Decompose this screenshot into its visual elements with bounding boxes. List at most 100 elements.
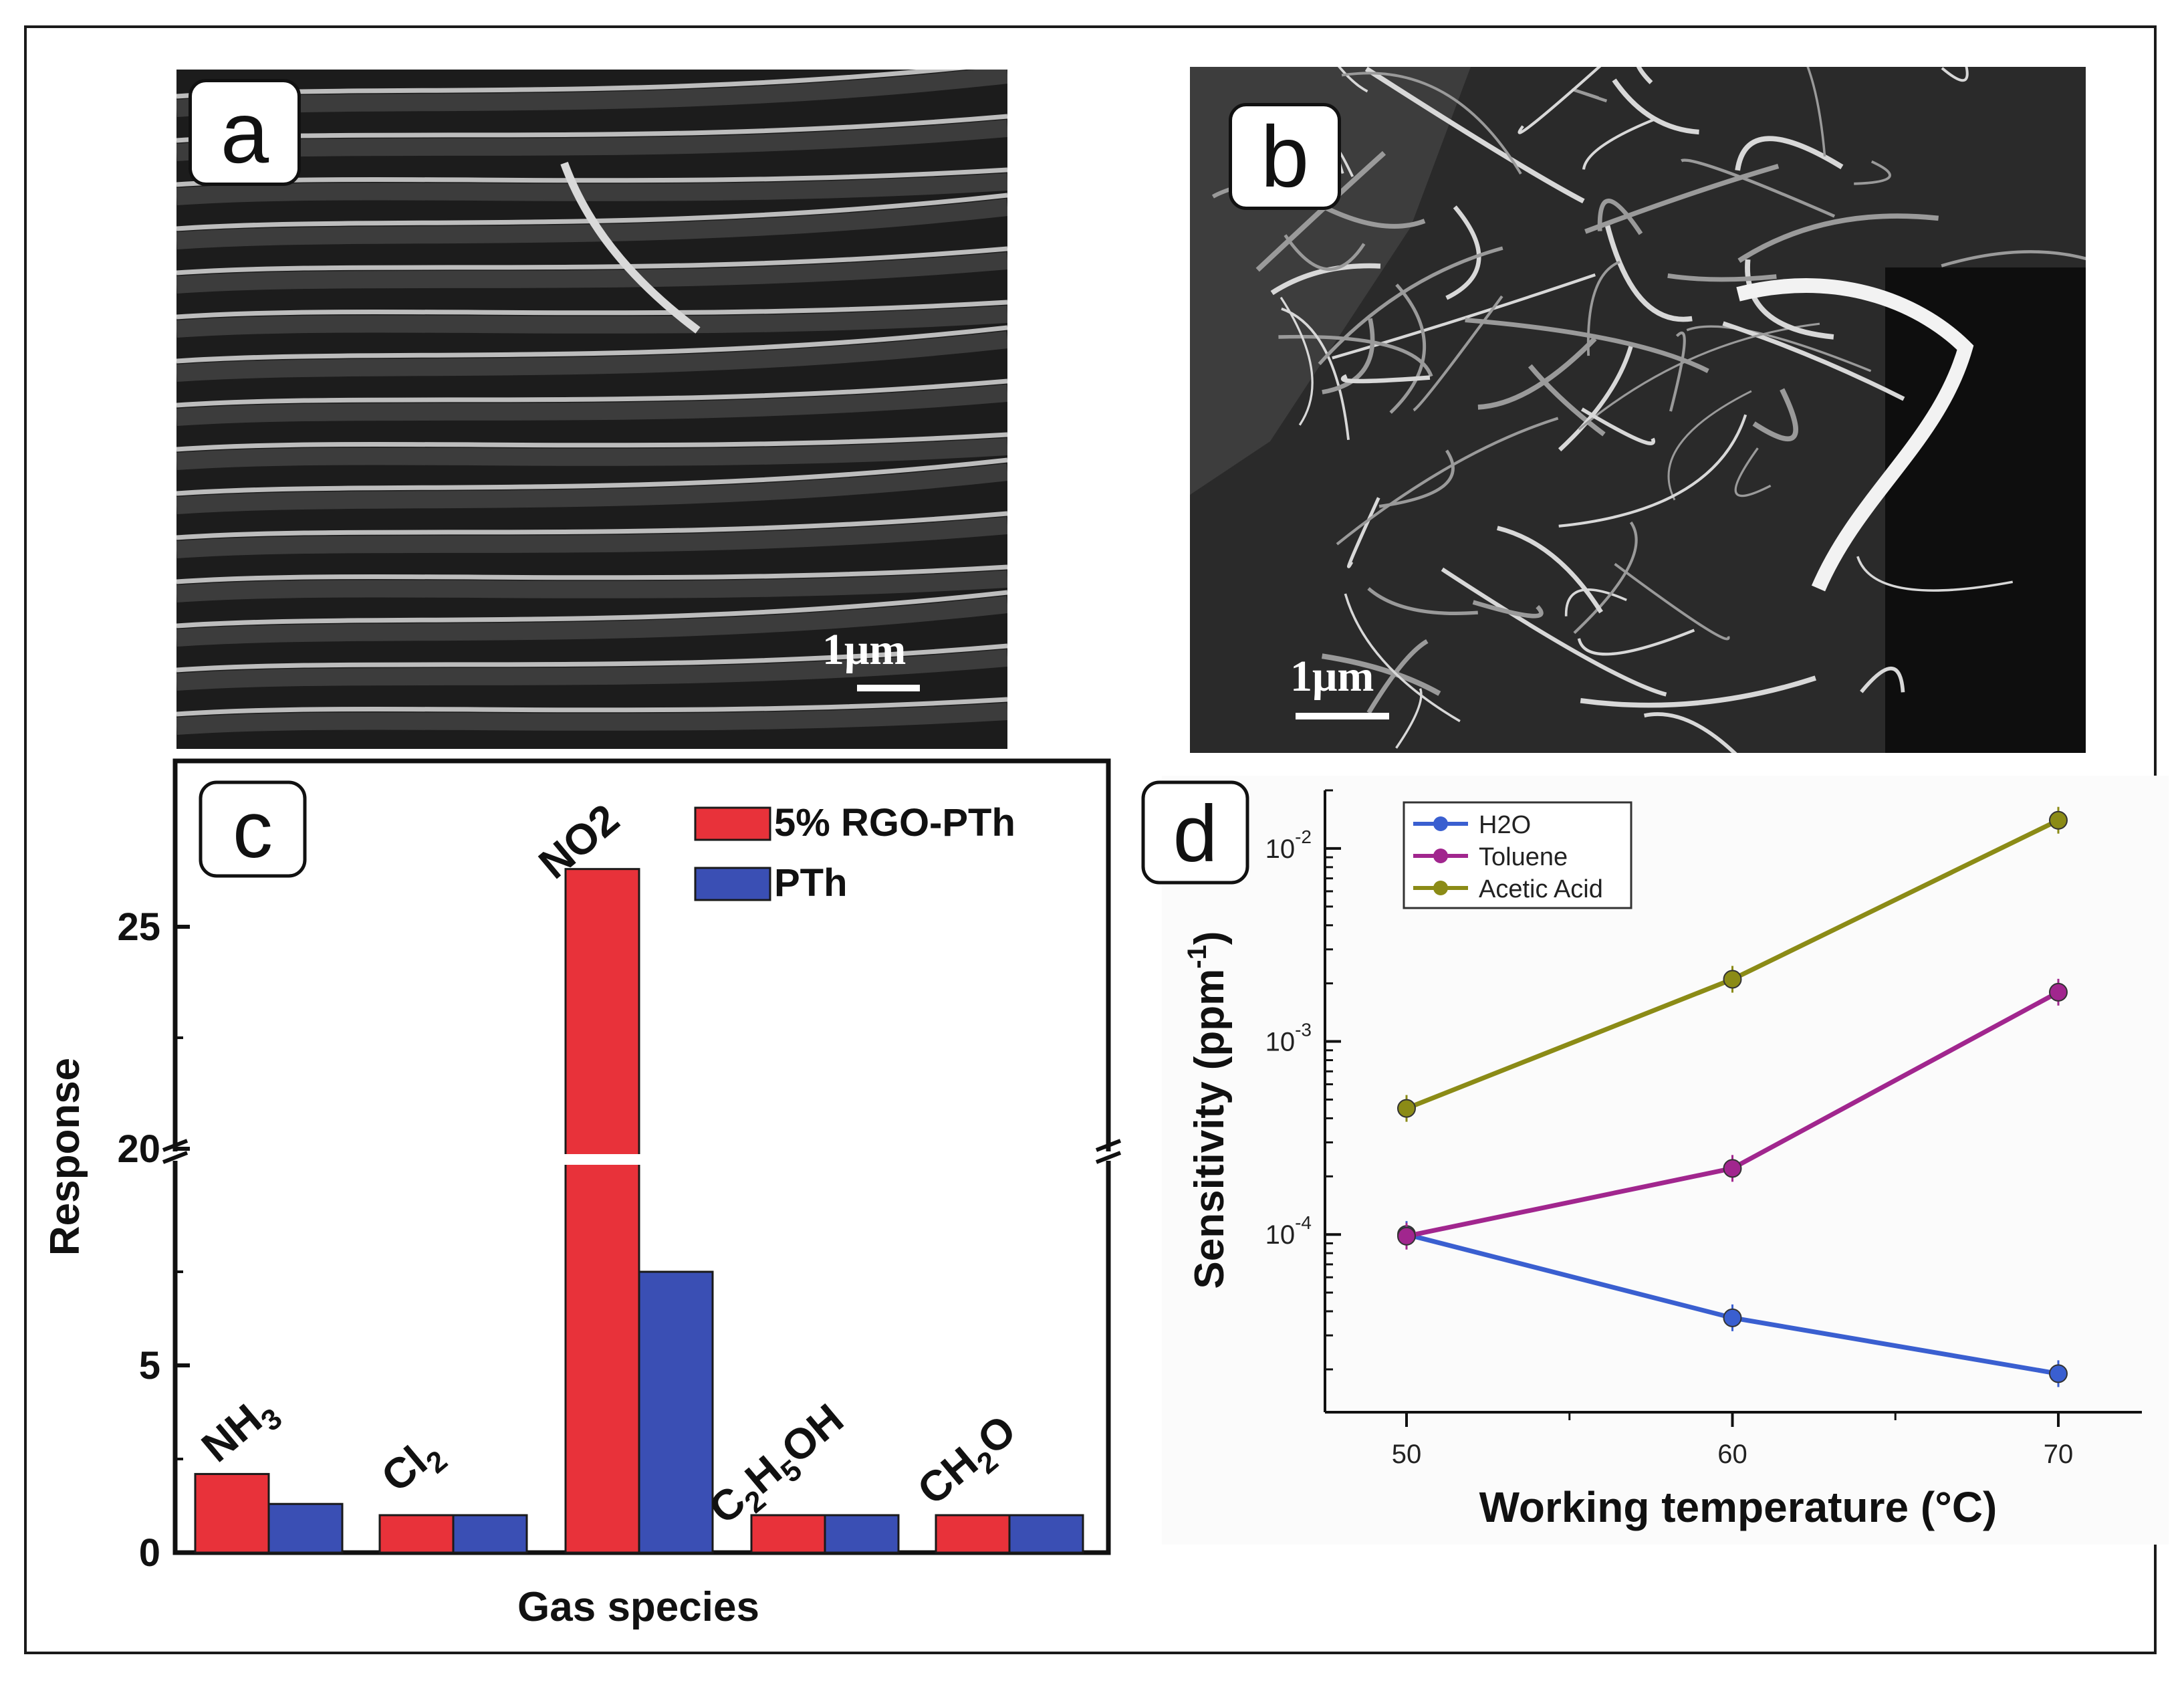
panel-label-a-text: a (220, 84, 269, 181)
bar-ch2o-pth (1008, 1514, 1084, 1554)
fiber (1497, 526, 1603, 614)
fiber (1395, 688, 1423, 749)
sheet-edge (176, 300, 1007, 320)
fiber (1318, 246, 1503, 366)
fiber (1322, 318, 1375, 395)
axis-break-left (162, 1139, 189, 1164)
sheet-edge (176, 697, 1007, 717)
fiber (1584, 163, 1780, 234)
y-tick-exponent: -2 (1295, 826, 1312, 847)
fiber (1573, 521, 1638, 635)
fiber (1445, 205, 1481, 300)
fiber (1270, 263, 1381, 296)
x-tick-label-d: 50 (1392, 1440, 1422, 1469)
fiber (1667, 273, 1777, 282)
fiber (1597, 199, 1643, 235)
fiber (1614, 562, 1730, 641)
fiber (1558, 414, 1747, 528)
bar-ch2o-rgo-pth (935, 1514, 1011, 1554)
fiber (1580, 407, 1655, 445)
sheet-edge (176, 246, 1007, 275)
fiber (1321, 653, 1441, 696)
fiber (1737, 213, 1939, 263)
panel-label-b: b (1229, 103, 1341, 210)
fiber (1586, 260, 1620, 356)
sheet-shadow (176, 306, 1007, 338)
panel-label-a: a (189, 79, 301, 186)
y-tick-label-d: 10-3 (1265, 1020, 1312, 1057)
y-axis-label-main: Sensitivity (ppm (1187, 969, 1233, 1289)
sheet-shadow (176, 199, 1007, 249)
y-axis-label-d: Sensitivity (ppm-1) (1183, 931, 1233, 1288)
data-point-acetic-acid (2049, 810, 2068, 830)
y-tick-exponent: -4 (1295, 1212, 1312, 1233)
fiber (1366, 639, 1429, 714)
sheet-edge (176, 643, 1007, 673)
sheet-shadow (176, 517, 1007, 558)
y-tick-label-d: 10-4 (1265, 1212, 1312, 1250)
data-point-acetic-acid (1723, 970, 1742, 989)
fiber (1477, 336, 1597, 410)
fiber (1367, 587, 1478, 616)
fiber (1752, 388, 1799, 442)
y-axis-label-c: Response (42, 1058, 88, 1256)
bar-cl2-pth (452, 1514, 528, 1554)
category-label-part: Cl (372, 1437, 436, 1501)
legend-label-acetic-acid: Acetic Acid (1479, 875, 1603, 903)
bright-edge (1736, 278, 1974, 592)
category-label-part: NH (193, 1395, 271, 1472)
scale-bar-label-b: 1μm (1290, 652, 1374, 701)
sheet-shadow (176, 331, 1007, 382)
fiber (1669, 331, 1686, 412)
fiber (1340, 374, 1431, 384)
bar-c2h5oh-pth (824, 1514, 900, 1554)
fiber (1389, 284, 1427, 414)
fiber (1604, 222, 1693, 322)
fiber (1735, 136, 1844, 171)
legend-marker-h2o (1433, 816, 1448, 831)
fiber (1577, 629, 1695, 656)
fiber (1278, 334, 1433, 377)
panel-label-b-text: b (1260, 108, 1310, 205)
fiber (1465, 318, 1709, 373)
category-label-cl2: Cl2 (372, 1426, 454, 1507)
fiber (1806, 67, 1826, 157)
sheet-edge (176, 564, 1007, 584)
sheet-edge (176, 590, 1007, 629)
x-tick-label-d: 60 (1717, 1440, 1747, 1469)
fiber (1564, 588, 1627, 617)
sheet-shadow (176, 596, 1007, 647)
fiber (1722, 321, 1905, 401)
legend-label-pth: PTh (774, 861, 848, 905)
sheet-fold (560, 161, 701, 334)
bar-no2-rgo-pth (564, 868, 640, 1554)
x-tick-label-d: 70 (2044, 1440, 2074, 1469)
fiber (1856, 556, 2014, 592)
sheet-edge (176, 325, 1007, 364)
fiber (1284, 234, 1366, 271)
fiber (1667, 390, 1752, 501)
fiber (1854, 160, 1891, 185)
legend-label-h2o: H2O (1479, 811, 1531, 839)
fiber (1578, 322, 1820, 431)
y-tick-label-d: 10-2 (1265, 826, 1312, 864)
legend-swatch-rgo-pth (694, 806, 771, 841)
sem-image-a: a 1μm (176, 70, 1007, 749)
sheet-shadow (176, 384, 1007, 426)
panel-label-c-text: c (233, 785, 273, 875)
panel-label-c (199, 780, 307, 878)
fiber (1441, 567, 1667, 697)
y-tick-exponent: -3 (1295, 1020, 1312, 1040)
fiber (1941, 250, 2086, 267)
panel-label-d-text: d (1173, 789, 1218, 879)
sheet-shadow (176, 570, 1007, 602)
data-point-h2o (1723, 1308, 1742, 1327)
category-label-nh3: NH3 (193, 1384, 289, 1478)
fiber (1941, 67, 1969, 82)
fiber (1582, 117, 1658, 170)
y-tick-base: 10 (1265, 834, 1296, 864)
data-point-toluene (1397, 1226, 1416, 1246)
fiber (1341, 72, 1522, 175)
panel-label-d (1141, 780, 1249, 885)
